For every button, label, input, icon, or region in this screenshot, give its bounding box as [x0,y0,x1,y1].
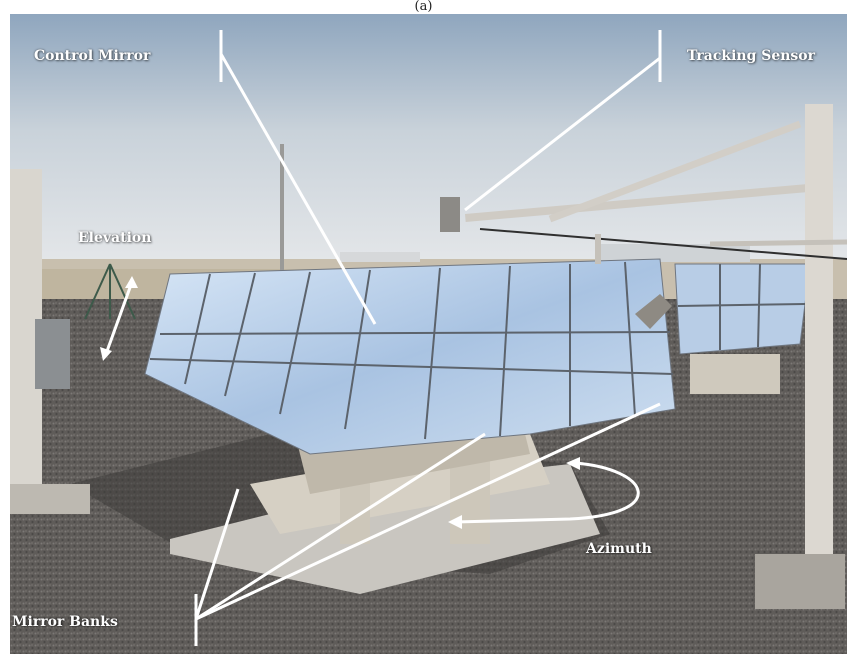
annotation-lines [100,30,662,646]
mirror-banks-array [144,258,811,455]
heliostat-photo: Control Mirror Tracking Sensor Elevation… [10,14,847,654]
photo-scene [10,14,847,654]
sky [10,14,847,274]
azimuth-label: Azimuth [586,541,652,557]
tracking-sensor-label: Tracking Sensor [687,48,816,64]
mirror-banks-label: Mirror Banks [12,614,118,630]
elevation-arrow [104,281,134,355]
azimuth-arrow [454,461,640,524]
concrete-base [170,464,600,594]
elevation-label: Elevation [78,230,152,246]
control-mirror-label: Control Mirror [34,48,151,64]
tracking-sensor-structure [440,104,847,609]
figure-caption: (a) [414,0,433,14]
